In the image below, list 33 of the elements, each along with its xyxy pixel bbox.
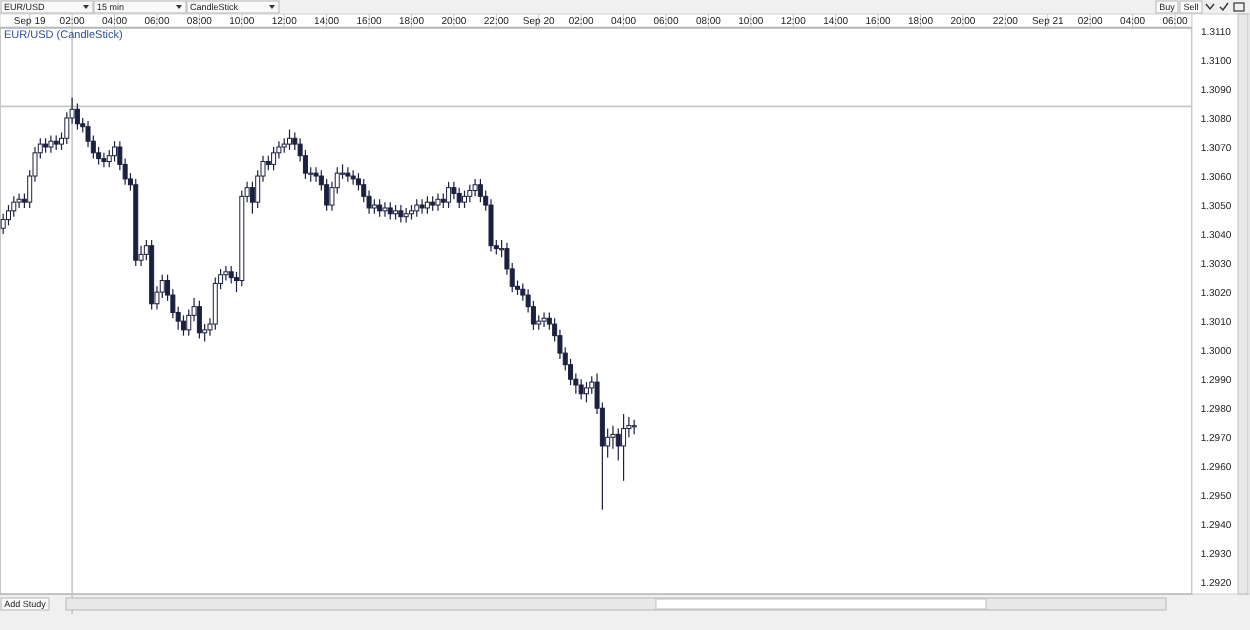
candlestick bbox=[446, 181, 452, 209]
candlestick bbox=[48, 134, 54, 154]
candlestick bbox=[621, 413, 627, 482]
candlestick bbox=[398, 204, 404, 224]
candlestick bbox=[583, 381, 589, 404]
candlestick bbox=[223, 265, 229, 282]
candlestick bbox=[212, 277, 218, 331]
candlestick bbox=[451, 181, 457, 200]
candlestick bbox=[578, 378, 584, 401]
candlestick bbox=[101, 152, 107, 168]
candlestick bbox=[350, 169, 356, 186]
candlestick bbox=[477, 178, 483, 203]
candlestick bbox=[615, 427, 621, 462]
candlestick bbox=[271, 146, 277, 171]
candlestick bbox=[472, 178, 478, 197]
candlestick bbox=[287, 128, 293, 151]
candlestick bbox=[488, 198, 494, 253]
candlestick bbox=[435, 192, 441, 212]
candlestick bbox=[16, 192, 22, 209]
candlestick bbox=[196, 300, 202, 340]
candlestick bbox=[180, 314, 186, 337]
candlestick bbox=[541, 311, 547, 328]
candlestick bbox=[610, 425, 616, 450]
candlestick bbox=[313, 166, 319, 183]
candlestick bbox=[74, 102, 80, 131]
candlestick bbox=[249, 181, 255, 215]
candlestick bbox=[456, 187, 462, 209]
candlestick bbox=[112, 140, 118, 163]
candlestick bbox=[382, 201, 388, 218]
candlestick bbox=[11, 195, 17, 218]
candlestick bbox=[324, 178, 330, 212]
candlestick bbox=[5, 204, 11, 226]
candlestick bbox=[419, 198, 425, 215]
